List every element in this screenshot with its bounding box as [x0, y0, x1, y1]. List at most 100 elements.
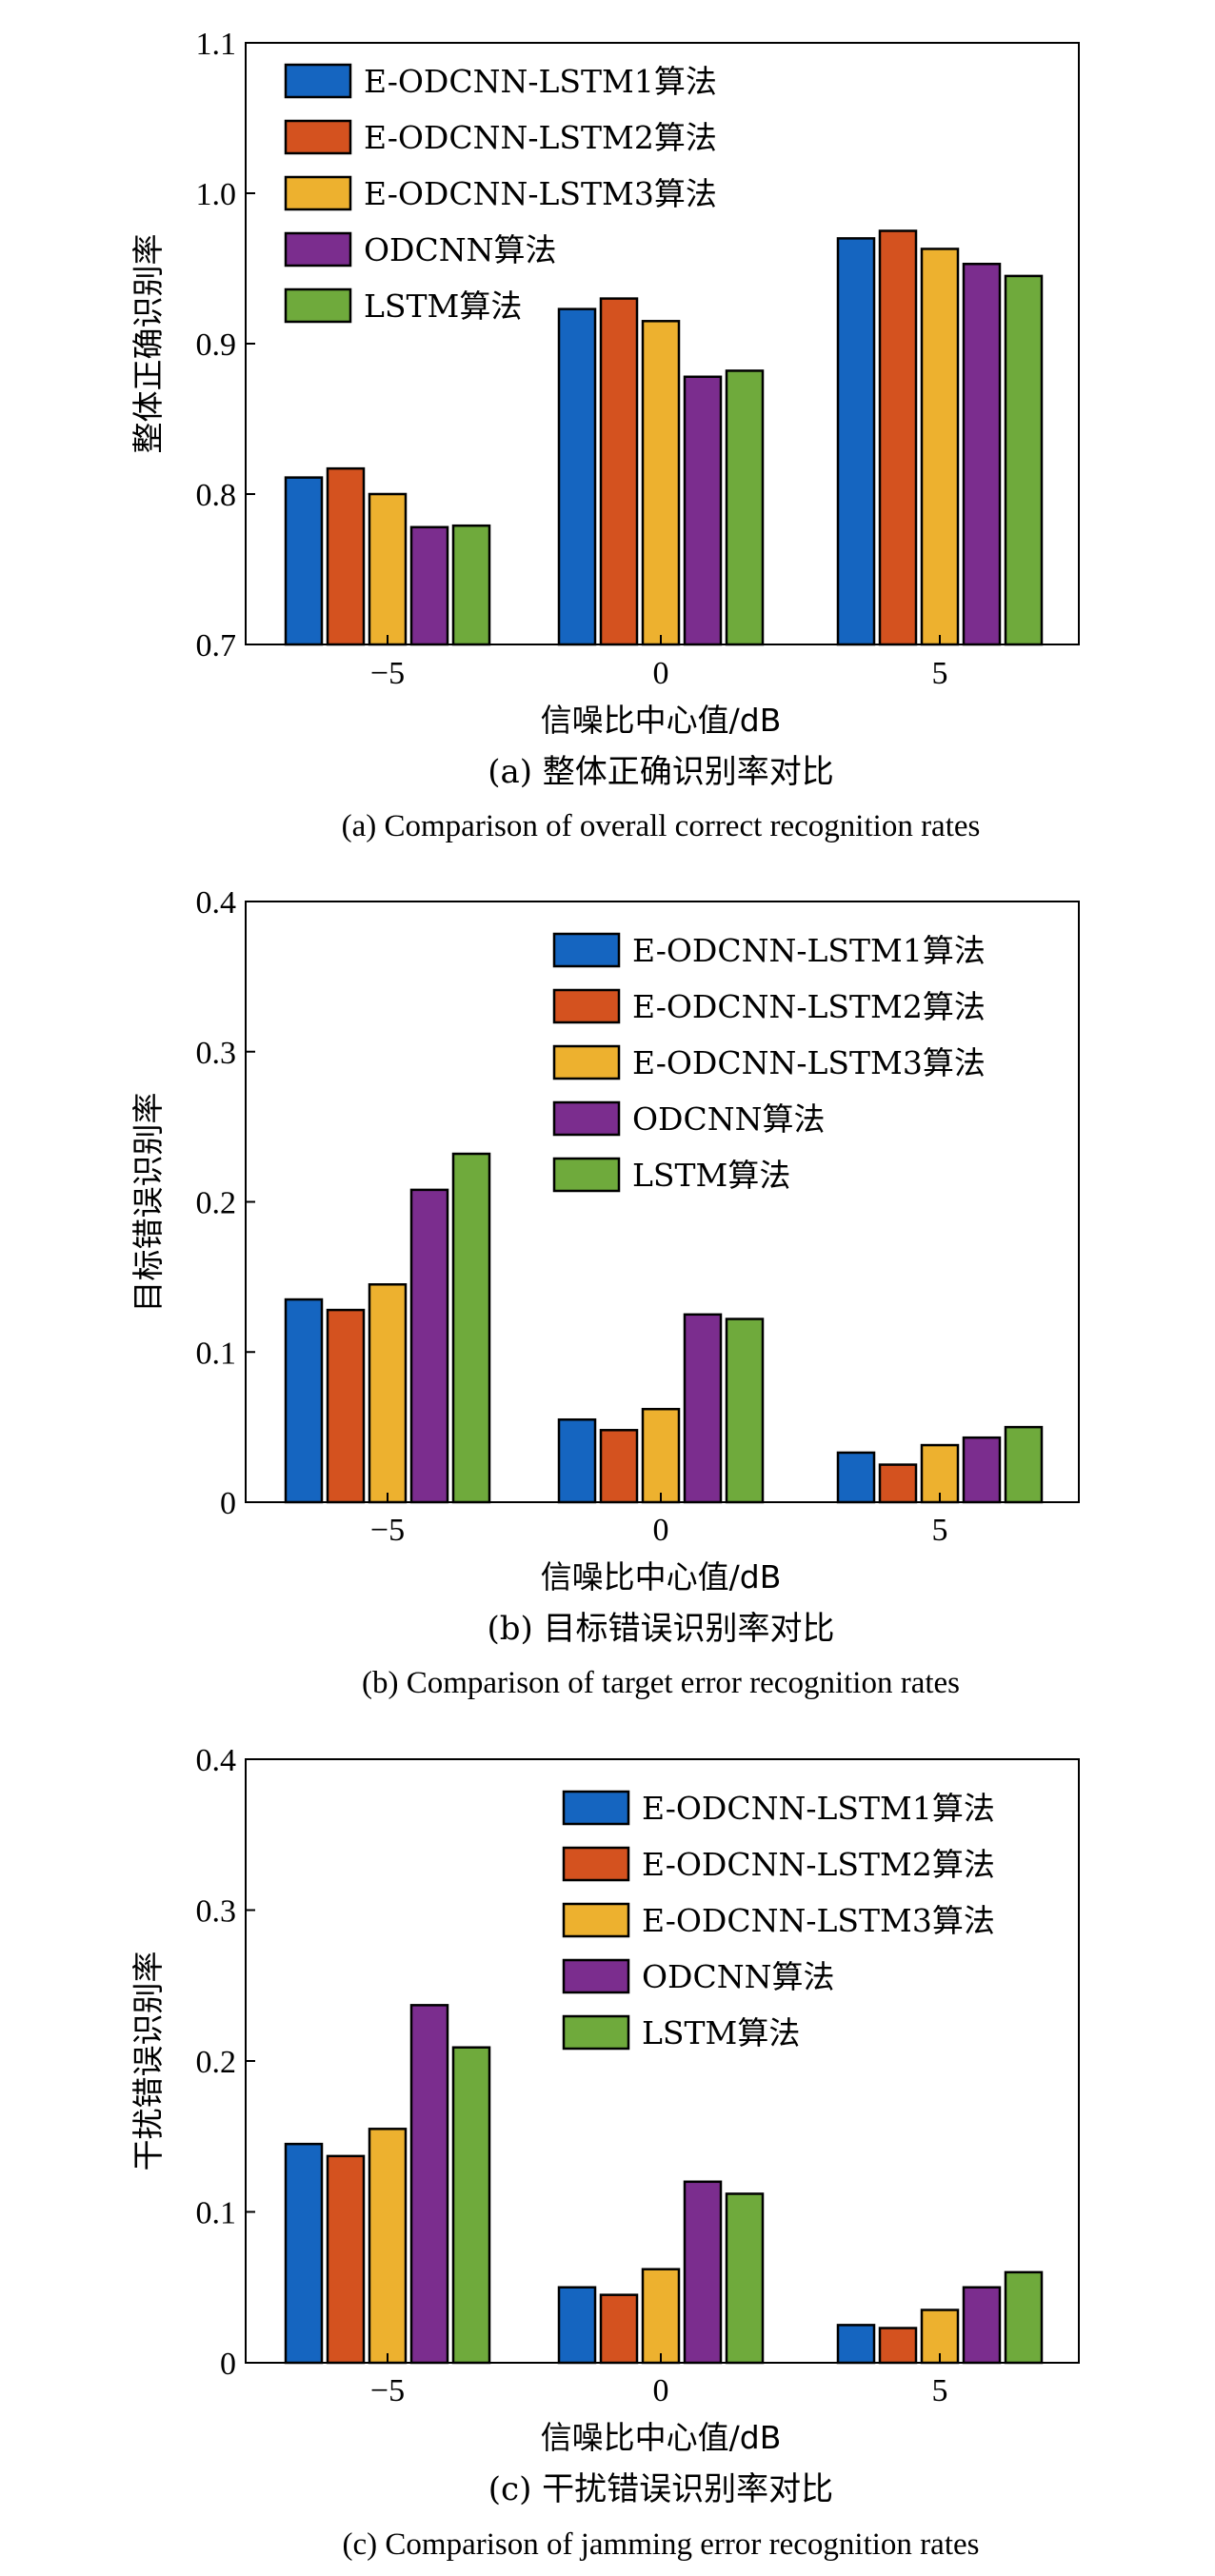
- x-tick-label: −5: [370, 1513, 405, 1548]
- legend-swatch-4: [562, 1958, 630, 1994]
- bar-1-3: [836, 2324, 876, 2365]
- bar-2-1: [326, 466, 366, 646]
- x-tick-label: 0: [653, 1513, 669, 1548]
- bar-1-3: [836, 237, 876, 646]
- y-tick-label: 0.2: [196, 1186, 237, 1221]
- bar-5-2: [725, 1318, 765, 1504]
- legend: E-ODCNN-LSTM1算法 E-ODCNN-LSTM2算法 E-ODCNN-LS…: [284, 63, 717, 325]
- bar-5-3: [1004, 274, 1044, 646]
- y-tick-label: 1.1: [196, 27, 237, 62]
- bar-4-2: [683, 1313, 723, 1504]
- legend-label-5: LSTM算法: [642, 2014, 800, 2051]
- legend-swatch-1: [284, 63, 352, 99]
- bar-3-2: [641, 1407, 681, 1504]
- x-tick-label: 5: [932, 1513, 948, 1548]
- legend-label-3: E-ODCNN-LSTM3算法: [642, 1902, 995, 1939]
- x-tick-label: −5: [370, 656, 405, 691]
- y-tick-label: 0.2: [196, 2045, 237, 2080]
- legend: E-ODCNN-LSTM1算法 E-ODCNN-LSTM2算法 E-ODCNN-LS…: [552, 932, 986, 1194]
- caption-cn: (b) 目标错误识别率对比: [487, 1610, 834, 1648]
- y-tick-label: 0: [220, 2347, 236, 2382]
- bar-3-2: [641, 2268, 681, 2365]
- bar-3-1: [368, 2128, 408, 2365]
- bar-1-2: [557, 2286, 597, 2365]
- caption-en: (a) Comparison of overall correct recogn…: [342, 809, 981, 843]
- legend-label-4: ODCNN算法: [364, 231, 557, 268]
- bar-4-1: [409, 1188, 449, 1504]
- bar-1-3: [836, 1451, 876, 1504]
- legend-label-4: ODCNN算法: [642, 1958, 835, 1995]
- legend-label-2: E-ODCNN-LSTM2算法: [364, 119, 717, 156]
- legend-swatch-2: [562, 1846, 630, 1882]
- x-tick-label: 0: [653, 2373, 669, 2408]
- bar-4-3: [962, 2286, 1002, 2365]
- legend-swatch-3: [562, 1902, 630, 1938]
- y-tick-label: 0.3: [196, 1894, 237, 1930]
- caption-cn: (c) 干扰错误识别率对比: [488, 2470, 833, 2508]
- x-tick-label: 5: [932, 2373, 948, 2408]
- bar-2-2: [599, 1429, 639, 1504]
- bar-5-2: [725, 2192, 765, 2365]
- bar-2-3: [878, 229, 918, 646]
- caption-cn: (a) 整体正确识别率对比: [488, 753, 834, 791]
- caption-en: (c) Comparison of jamming error recognit…: [343, 2527, 980, 2562]
- y-axis-label: 目标错误识别率: [129, 1093, 167, 1313]
- y-tick-label: 0.4: [196, 1743, 237, 1778]
- legend-swatch-4: [284, 231, 352, 268]
- y-tick-label: 1.0: [196, 177, 237, 212]
- bar-5-1: [451, 524, 491, 646]
- bar-1-2: [557, 307, 597, 646]
- bar-4-3: [962, 263, 1002, 646]
- y-tick-label: 0.7: [196, 628, 237, 664]
- legend-swatch-1: [562, 1790, 630, 1826]
- bar-1-1: [284, 1298, 324, 1504]
- legend-label-4: ODCNN算法: [632, 1100, 826, 1138]
- x-tick-label: 5: [932, 656, 948, 691]
- x-axis-label: 信噪比中心值/dB: [541, 1558, 782, 1595]
- y-tick-label: 0.8: [196, 478, 237, 513]
- bar-1-1: [284, 2142, 324, 2365]
- legend: E-ODCNN-LSTM1算法 E-ODCNN-LSTM2算法 E-ODCNN-LS…: [562, 1790, 995, 2051]
- x-tick-label: 0: [653, 656, 669, 691]
- legend-label-5: LSTM算法: [632, 1157, 790, 1194]
- bar-5-3: [1004, 1425, 1044, 1504]
- legend-swatch-4: [552, 1100, 621, 1137]
- bar-3-3: [920, 248, 960, 646]
- legend-swatch-2: [552, 988, 621, 1024]
- y-axis-label: 干扰错误识别率: [129, 1952, 167, 2171]
- y-axis-label: 整体正确识别率: [129, 234, 167, 454]
- bar-3-1: [368, 492, 408, 646]
- y-tick-label: 0.3: [196, 1036, 237, 1071]
- bar-2-1: [326, 1308, 366, 1504]
- bar-3-1: [368, 1283, 408, 1504]
- legend-swatch-3: [552, 1044, 621, 1080]
- legend-label-1: E-ODCNN-LSTM1算法: [364, 63, 717, 100]
- y-tick-label: 0: [220, 1486, 236, 1521]
- x-axis-label: 信噪比中心值/dB: [541, 702, 782, 739]
- y-tick-label: 0.4: [196, 885, 237, 921]
- bar-4-2: [683, 375, 723, 646]
- bar-2-2: [599, 297, 639, 646]
- bar-5-1: [451, 1152, 491, 1504]
- legend-swatch-5: [552, 1157, 621, 1193]
- legend-swatch-2: [284, 119, 352, 155]
- y-tick-label: 0.1: [196, 1336, 237, 1371]
- legend-label-5: LSTM算法: [364, 287, 522, 325]
- legend-swatch-1: [552, 932, 621, 968]
- bar-1-1: [284, 476, 324, 646]
- bar-4-1: [409, 525, 449, 646]
- bar-2-3: [878, 1463, 918, 1504]
- legend-swatch-5: [284, 287, 352, 324]
- legend-label-2: E-ODCNN-LSTM2算法: [642, 1846, 995, 1883]
- bar-2-1: [326, 2154, 366, 2365]
- legend-swatch-3: [284, 175, 352, 211]
- y-tick-label: 0.9: [196, 327, 237, 363]
- bar-5-3: [1004, 2270, 1044, 2365]
- legend-label-1: E-ODCNN-LSTM1算法: [642, 1790, 995, 1827]
- bar-4-2: [683, 2180, 723, 2365]
- bar-1-2: [557, 1417, 597, 1504]
- bar-3-2: [641, 320, 681, 646]
